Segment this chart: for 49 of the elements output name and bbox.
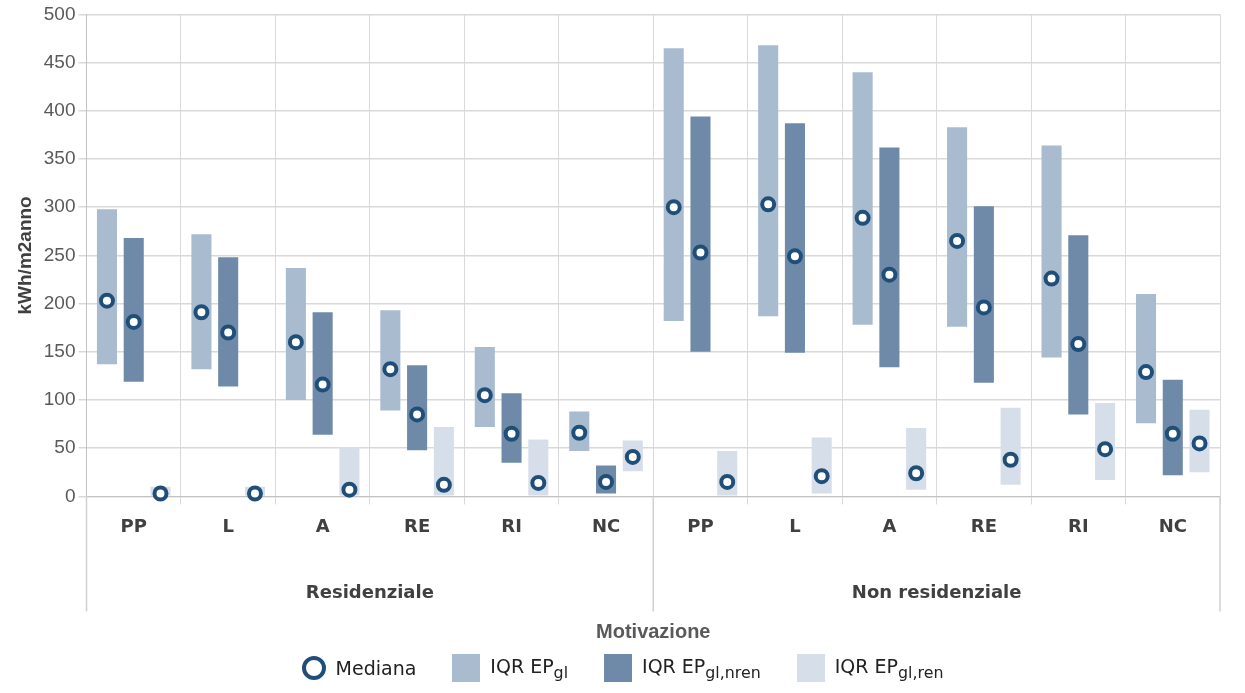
y-axis-title: kWh/m2anno: [13, 196, 35, 315]
bar: [758, 45, 779, 317]
y-tick-label: 350: [43, 147, 76, 169]
x-tick-label: A: [882, 514, 897, 536]
bar: [191, 234, 212, 370]
y-tick-label: 100: [43, 388, 76, 410]
legend-label: IQR EP$_{gl,nren}$: [642, 654, 761, 682]
y-tick-label: 200: [43, 291, 76, 313]
bar: [879, 147, 900, 368]
bar: [380, 310, 401, 411]
x-tick-label: A: [315, 514, 330, 536]
x-axis-title: Motivazione: [596, 619, 711, 642]
bar: [1041, 145, 1062, 358]
x-tick-label: RI: [501, 514, 522, 536]
text: Residenziale: [305, 581, 434, 603]
x-tick-label: PP: [120, 514, 147, 536]
x-tick-label: L: [789, 514, 801, 536]
bar: [852, 72, 873, 325]
bar: [973, 206, 994, 383]
bar: [218, 257, 239, 387]
y-tick-label: 150: [43, 340, 76, 362]
x-tick-label: RE: [404, 514, 431, 536]
bar: [784, 123, 805, 353]
y-tick-label: 50: [54, 436, 76, 458]
y-tick-label: 0: [64, 484, 76, 506]
bar: [123, 238, 144, 382]
bar: [690, 116, 711, 352]
bar: [1135, 293, 1157, 424]
text: Non residenziale: [851, 581, 1022, 603]
bar: [285, 267, 306, 400]
bar: [96, 209, 117, 365]
y-tick-label: 250: [43, 243, 76, 265]
y-tick-label: 500: [43, 2, 76, 24]
bar: [1068, 235, 1089, 415]
x-tick-label: PP: [687, 514, 714, 536]
x-tick-label: L: [222, 514, 234, 536]
bar: [947, 127, 968, 327]
legend-label: IQR EP$_{gl,ren}$: [834, 654, 944, 682]
legend-label: Mediana: [335, 657, 417, 679]
bar: [663, 48, 684, 321]
x-tick-label: NC: [1158, 514, 1187, 536]
x-tick-label: RE: [970, 514, 997, 536]
y-tick-label: 400: [43, 99, 76, 121]
y-tick-label: 300: [43, 195, 76, 217]
x-tick-label: NC: [591, 514, 621, 536]
y-tick-label: 450: [43, 50, 76, 72]
x-tick-label: RI: [1068, 514, 1089, 536]
bar: [312, 312, 333, 435]
legend-label: IQR EP$_{gl}$: [490, 654, 569, 682]
